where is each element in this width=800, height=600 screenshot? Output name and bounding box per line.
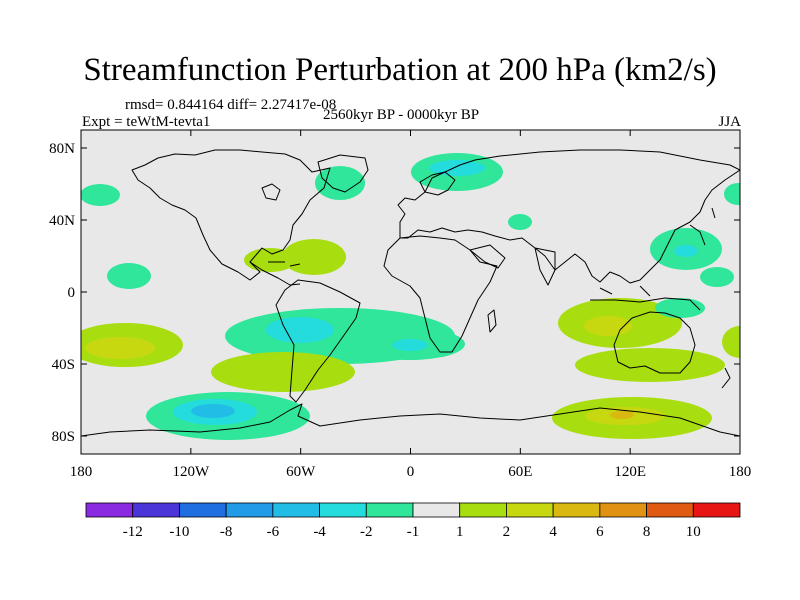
colorbar-label: -8	[220, 524, 233, 540]
anomaly-south-america-negative-mid	[266, 317, 334, 343]
colorbar-label: 6	[596, 524, 604, 540]
lon-label: 120E	[614, 464, 646, 480]
coast-india	[534, 247, 556, 286]
colorbar-swatch	[179, 502, 227, 518]
coast-north-america	[131, 149, 331, 281]
colorbar-swatch	[132, 502, 180, 518]
coast-new-zealand	[721, 367, 731, 389]
colorbar-swatch	[225, 502, 274, 518]
lat-label: 40S	[52, 357, 75, 373]
coast-arabia	[469, 244, 506, 269]
colorbar: -12 -10 -8 -6 -4 -2 -1 1 2 4 6 8 10	[85, 502, 741, 540]
lon-label: 180	[70, 464, 93, 480]
lat-label: 40N	[49, 213, 75, 229]
colorbar-label: 1	[456, 524, 464, 540]
coast-scandinavia	[424, 171, 456, 196]
colorbar-swatch	[599, 502, 647, 518]
anomaly-layer	[81, 153, 740, 440]
colorbar-label: -1	[407, 524, 420, 540]
coast-europe-asia	[397, 149, 740, 284]
coast-caribbean	[268, 261, 301, 267]
coast-japan	[689, 207, 716, 246]
coast-south-america	[275, 279, 361, 403]
coastlines	[81, 149, 740, 437]
lon-label: 120W	[172, 464, 210, 480]
anomaly-east-pacific-south-positive	[722, 326, 740, 358]
anomaly-australia-west-positive-core	[584, 316, 632, 336]
anomaly-south-atlantic-positive	[211, 352, 355, 392]
colorbar-swatch	[552, 502, 601, 518]
colorbar-label: -12	[123, 524, 143, 540]
anomaly-west-pacific-negative-core	[674, 245, 698, 257]
stats-text: rmsd= 0.844164 diff= 2.27417e-08	[125, 97, 337, 113]
colorbar-label: 8	[643, 524, 651, 540]
anomaly-nw-pacific-negative	[81, 184, 120, 206]
anomaly-antarctic-indian-positive-core	[610, 411, 634, 419]
coast-hudson-bay	[261, 183, 281, 201]
axis-ticks: 80N 40N 0 40S 80S 180 120W 60W 0 60E 120E 180	[49, 130, 751, 480]
anomaly-west-asia-negative	[508, 214, 532, 230]
colorbar-swatch	[646, 502, 694, 518]
colorbar-label: 10	[686, 524, 701, 540]
colorbar-swatch	[692, 502, 741, 518]
lon-label: 60E	[508, 464, 532, 480]
anomaly-australia-south-positive	[575, 348, 725, 382]
colorbar-label: -4	[313, 524, 326, 540]
lon-label: 0	[407, 464, 415, 480]
anomaly-south-pacific-positive-sw-core	[85, 337, 155, 359]
colorbar-swatch	[85, 502, 134, 518]
anomaly-labrador-negative	[315, 166, 365, 200]
anomaly-east-pacific-negative	[107, 263, 151, 289]
lat-label: 80N	[49, 141, 75, 157]
lat-label: 80S	[52, 429, 75, 445]
anomaly-ne-pacific-negative	[724, 183, 740, 205]
colorbar-swatch	[319, 502, 367, 518]
colorbar-label: -10	[169, 524, 189, 540]
colorbar-swatch	[272, 502, 320, 518]
colorbar-swatch	[365, 502, 414, 518]
experiment-label: Expt = teWtM-tevta1	[82, 114, 211, 130]
colorbar-swatch	[459, 502, 507, 518]
colorbar-swatch	[506, 502, 554, 518]
anomaly-south-atlantic-negative-core	[392, 339, 428, 351]
coast-australia	[613, 311, 696, 374]
period-label: 2560kyr BP - 0000kyr BP	[323, 107, 480, 123]
coast-africa	[383, 235, 498, 353]
colorbar-label: -6	[267, 524, 280, 540]
coast-indonesia	[590, 285, 701, 311]
coast-central-america	[249, 261, 301, 286]
lon-label: 180	[729, 464, 752, 480]
coast-antarctica	[81, 403, 740, 437]
season-label: JJA	[718, 114, 741, 130]
coast-madagascar	[487, 309, 497, 333]
anomaly-north-atlantic-positive	[282, 239, 346, 275]
colorbar-swatch	[412, 502, 461, 518]
lat-label: 0	[68, 285, 76, 301]
anomaly-east-asia-negative	[700, 267, 734, 287]
coast-greenland	[317, 154, 369, 193]
plot-title: Streamfunction Perturbation at 200 hPa (…	[83, 52, 717, 88]
colorbar-label: -2	[360, 524, 373, 540]
colorbar-label: 4	[549, 524, 557, 540]
anomaly-southern-pacific-negative-core	[191, 404, 235, 418]
lon-label: 60W	[286, 464, 316, 480]
colorbar-label: 2	[503, 524, 511, 540]
